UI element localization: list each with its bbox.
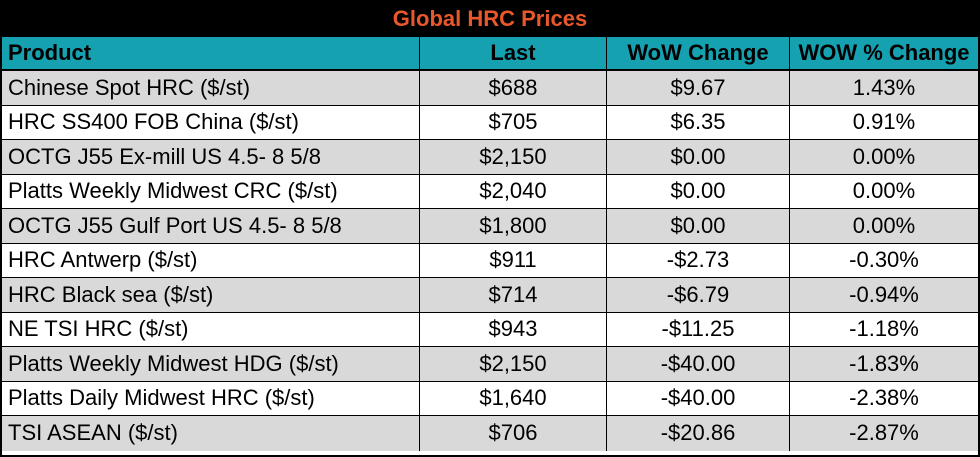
wow-change-cell: $0.00: [607, 140, 790, 174]
product-cell: Chinese Spot HRC ($/st): [2, 71, 420, 105]
product-cell: Platts Weekly Midwest CRC ($/st): [2, 174, 420, 208]
column-header-wow-pct-change: WOW % Change: [798, 40, 970, 65]
wow-change-cell: $0.00: [607, 209, 790, 243]
column-header-product: Product: [2, 37, 420, 69]
column-header-last: Last: [420, 37, 607, 69]
wow-pct-change-cell: -2.38%: [849, 385, 919, 411]
last-cell: $714: [420, 278, 607, 312]
wow-pct-change-cell: -1.83%: [849, 350, 919, 376]
wow-pct-change-cell: 1.43%: [852, 74, 916, 100]
last-cell: $688: [420, 71, 607, 105]
wow-change-cell: -$40.00: [607, 347, 790, 381]
last-cell: $2,150: [420, 140, 607, 174]
table-row: HRC Antwerp ($/st) $911 -$2.73 -0.30%: [2, 243, 978, 278]
table-row: NE TSI HRC ($/st) $943 -$11.25 -1.18%: [2, 312, 978, 347]
wow-change-cell: -$20.86: [607, 416, 790, 451]
wow-change-cell: $9.67: [607, 71, 790, 105]
column-header-wow-change: WoW Change: [607, 37, 790, 69]
wow-change-cell: -$40.00: [607, 381, 790, 415]
wow-change-cell: -$2.73: [607, 243, 790, 277]
product-cell: Platts Daily Midwest HRC ($/st): [2, 381, 420, 415]
wow-pct-change-cell: -1.18%: [849, 316, 919, 342]
table-row: Platts Weekly Midwest HDG ($/st) $2,150 -$…: [2, 347, 978, 382]
wow-pct-change-cell: -2.87%: [849, 420, 919, 446]
last-cell: $705: [420, 105, 607, 139]
product-cell: OCTG J55 Ex-mill US 4.5- 8 5/8: [2, 140, 420, 174]
product-cell: HRC Antwerp ($/st): [2, 243, 420, 277]
table-row: Chinese Spot HRC ($/st) $688 $9.67 1.43%: [2, 71, 978, 106]
header-row: Product Last WoW Change WOW % Change: [2, 37, 978, 71]
wow-change-cell: -$6.79: [607, 278, 790, 312]
wow-change-cell: $6.35: [607, 105, 790, 139]
table-body: Chinese Spot HRC ($/st) $688 $9.67 1.43% HRC…: [2, 71, 978, 455]
last-cell: $2,040: [420, 174, 607, 208]
wow-pct-change-cell: 0.00%: [852, 143, 916, 169]
wow-change-cell: -$11.25: [607, 312, 790, 346]
wow-pct-change-cell: 0.00%: [852, 212, 916, 238]
last-cell: $943: [420, 312, 607, 346]
table-row: Platts Weekly Midwest CRC ($/st) $2,040 $0…: [2, 174, 978, 209]
table-title: Global HRC Prices: [2, 2, 978, 37]
last-cell: $706: [420, 416, 607, 451]
last-cell: $911: [420, 243, 607, 277]
table-row: TSI ASEAN ($/st) $706 -$20.86 -2.87%: [2, 416, 978, 451]
table-row: OCTG J55 Ex-mill US 4.5- 8 5/8 $2,150 $0.0…: [2, 140, 978, 175]
last-cell: $1,640: [420, 381, 607, 415]
last-cell: $1,800: [420, 209, 607, 243]
product-cell: Platts Weekly Midwest HDG ($/st): [2, 347, 420, 381]
wow-change-cell: $0.00: [607, 174, 790, 208]
last-cell: $2,150: [420, 347, 607, 381]
table-row: HRC SS400 FOB China ($/st) $705 $6.35 0.91%: [2, 105, 978, 140]
product-cell: NE TSI HRC ($/st): [2, 312, 420, 346]
product-cell: TSI ASEAN ($/st): [2, 416, 420, 451]
wow-pct-change-cell: -0.30%: [849, 247, 919, 273]
table-row: OCTG J55 Gulf Port US 4.5- 8 5/8 $1,800 $0…: [2, 209, 978, 244]
table-row: Platts Daily Midwest HRC ($/st) $1,640 -$4…: [2, 381, 978, 416]
wow-pct-change-cell: 0.91%: [852, 109, 916, 135]
wow-pct-change-cell: 0.00%: [852, 178, 916, 204]
wow-pct-change-cell: -0.94%: [849, 281, 919, 307]
product-cell: HRC SS400 FOB China ($/st): [2, 105, 420, 139]
product-cell: OCTG J55 Gulf Port US 4.5- 8 5/8: [2, 209, 420, 243]
product-cell: HRC Black sea ($/st): [2, 278, 420, 312]
table-row: HRC Black sea ($/st) $714 -$6.79 -0.94%: [2, 278, 978, 313]
